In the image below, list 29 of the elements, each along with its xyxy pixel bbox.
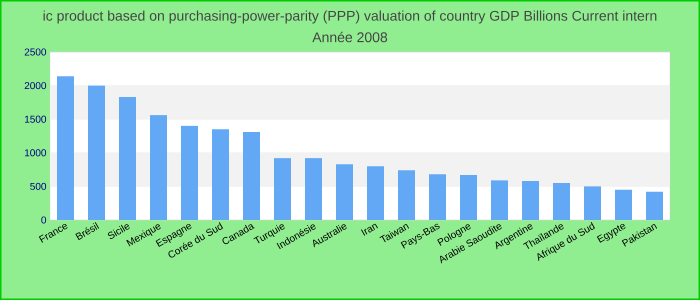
bar — [150, 115, 168, 220]
bar — [367, 166, 384, 220]
x-tick-label: Iran — [360, 224, 378, 236]
bar — [491, 180, 508, 220]
bar — [646, 192, 664, 220]
bar — [181, 126, 198, 220]
chart-subtitle: Année 2008 — [312, 32, 388, 42]
bar — [243, 132, 260, 220]
bar — [212, 129, 230, 220]
bar — [584, 186, 602, 220]
y-tick-label: 2500 — [24, 48, 46, 56]
y-tick-label: 2000 — [24, 82, 46, 90]
bar — [429, 174, 446, 220]
bar — [522, 181, 540, 220]
y-tick-label: 1000 — [24, 149, 46, 156]
bar — [615, 190, 632, 220]
bar — [57, 76, 74, 220]
chart-title: ic product based on purchasing-power-parity (PPP) valuation of country GDP Billions Current intern — [44, 10, 656, 24]
bar — [336, 164, 354, 220]
y-tick-label: 0 — [41, 216, 46, 224]
bar — [274, 158, 292, 220]
bar — [398, 170, 416, 220]
bar — [460, 174, 478, 220]
bar — [88, 86, 106, 220]
bar — [305, 158, 322, 220]
bar — [553, 183, 570, 220]
y-tick-label: 1500 — [24, 116, 46, 123]
bar — [119, 97, 136, 220]
y-tick-label: 500 — [30, 182, 46, 190]
